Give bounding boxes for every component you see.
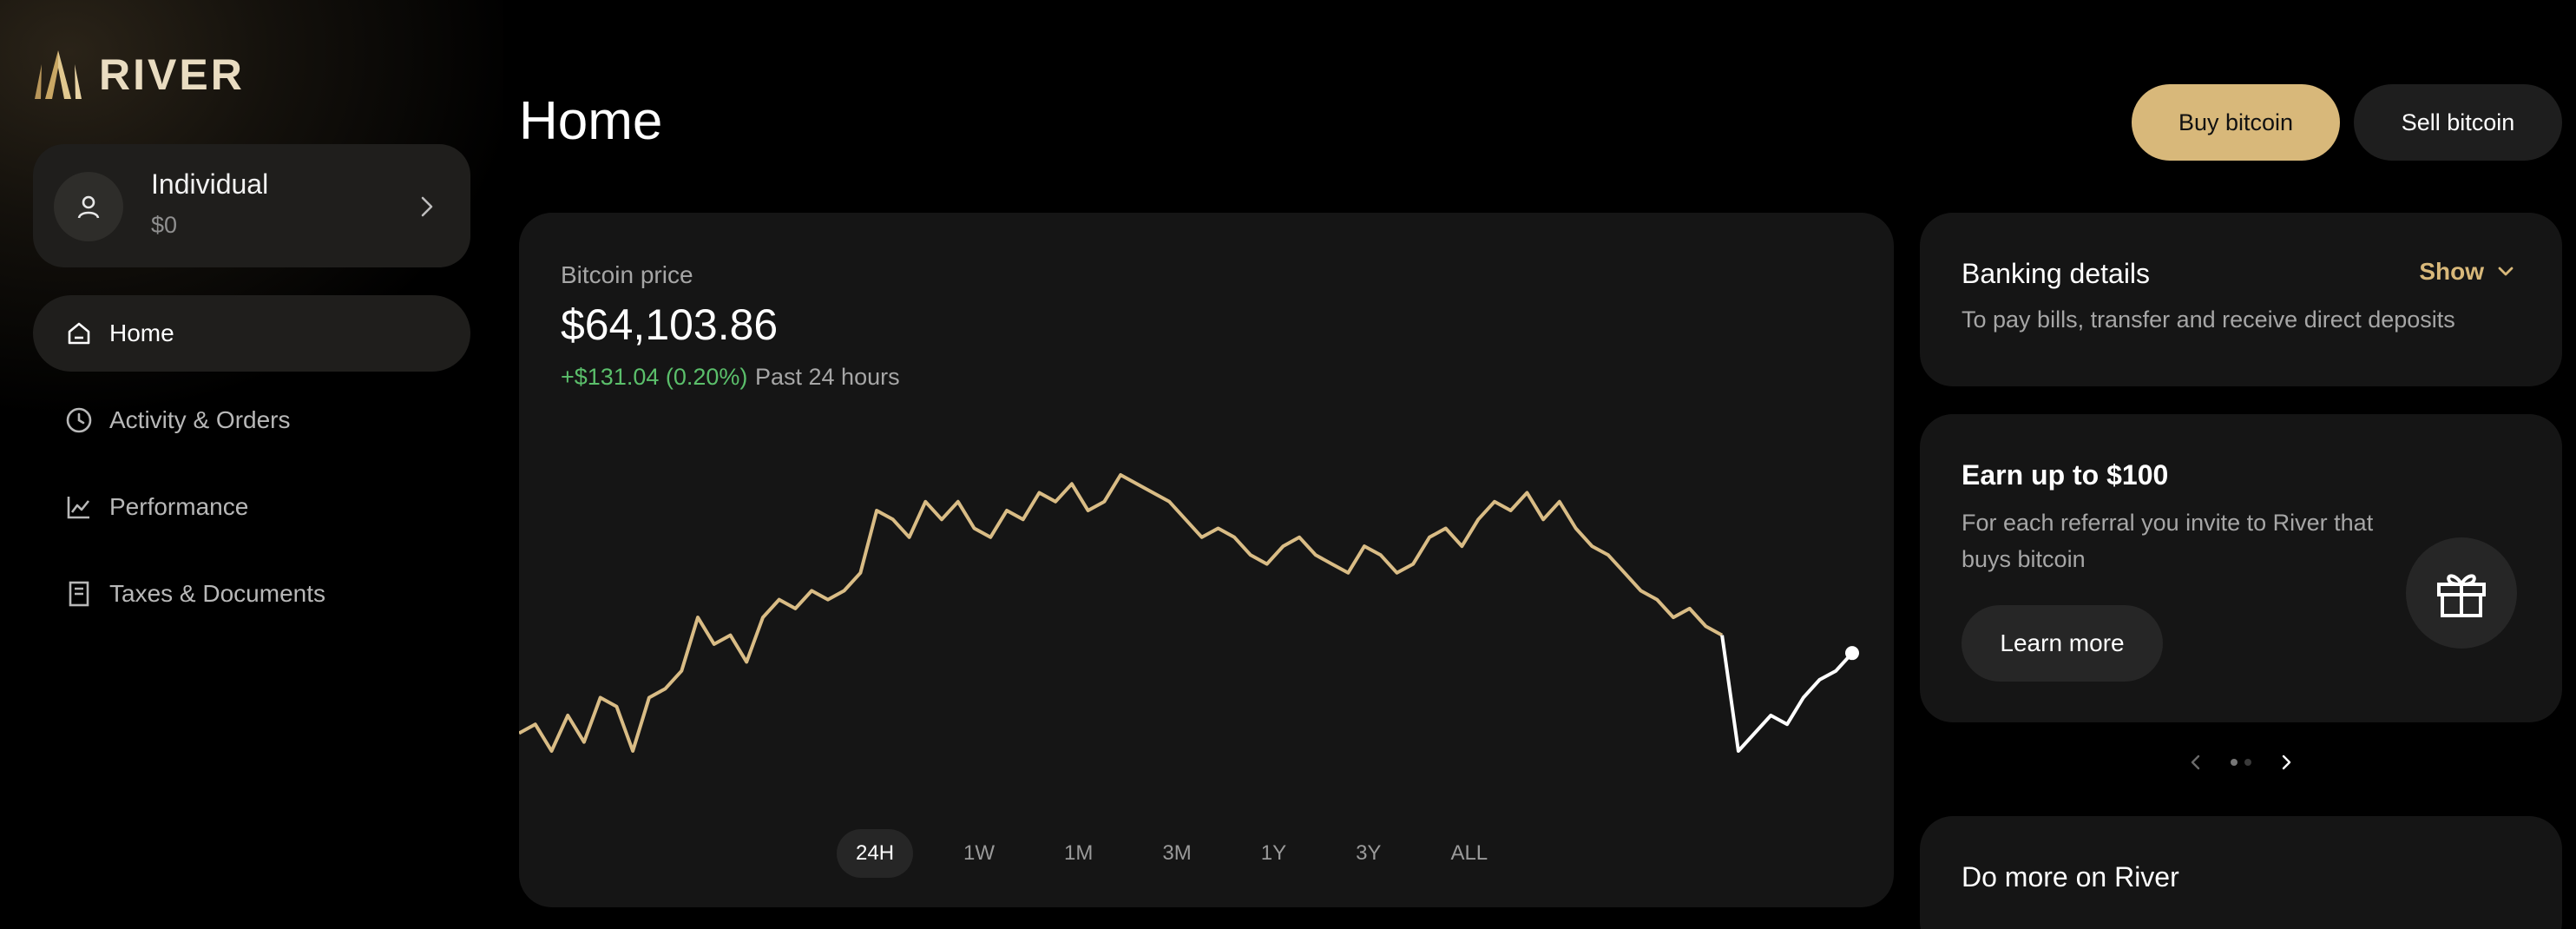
sidebar-item-label: Taxes & Documents	[109, 580, 325, 607]
sidebar-item-label: Home	[109, 320, 174, 346]
page-title: Home	[519, 91, 663, 151]
account-name: Individual	[151, 168, 269, 200]
chart-line-icon	[64, 492, 94, 522]
range-selector: 24H 1W 1M 3M 1Y 3Y ALL	[837, 829, 1538, 881]
price-period: Past 24 hours	[755, 364, 900, 390]
sidebar-item-activity-orders[interactable]: Activity & Orders	[33, 382, 470, 458]
carousel-dot[interactable]	[2244, 759, 2251, 766]
banking-details-card: Banking details Show To pay bills, trans…	[1920, 213, 2562, 386]
sidebar-item-label: Activity & Orders	[109, 406, 291, 433]
river-logo-icon	[35, 50, 82, 99]
carousel-dot-active[interactable]	[2231, 759, 2238, 766]
account-balance: $0	[151, 212, 178, 238]
sidebar-nav: Home Activity & Orders Performance Taxes…	[33, 295, 470, 642]
document-icon	[64, 579, 94, 609]
sidebar-item-taxes-documents[interactable]: Taxes & Documents	[33, 556, 470, 632]
buy-bitcoin-button[interactable]: Buy bitcoin	[2132, 84, 2340, 161]
price-chart[interactable]	[519, 464, 1894, 760]
carousel-controls	[2184, 747, 2298, 778]
range-1w-button[interactable]: 1W	[944, 829, 1014, 878]
price-change: +$131.04 (0.20%)	[561, 364, 748, 390]
river-logo[interactable]: RIVER	[33, 49, 245, 101]
do-more-card: Do more on River	[1920, 816, 2562, 929]
account-switcher[interactable]: Individual $0	[33, 144, 470, 267]
range-1m-button[interactable]: 1M	[1045, 829, 1112, 878]
carousel-dots	[2231, 759, 2251, 766]
logo-text: RIVER	[99, 50, 245, 99]
chevron-down-icon	[2498, 267, 2514, 276]
sell-bitcoin-button[interactable]: Sell bitcoin	[2354, 84, 2562, 161]
range-1y-button[interactable]: 1Y	[1242, 829, 1305, 878]
chevron-right-icon[interactable]	[2274, 750, 2298, 774]
clock-icon	[64, 405, 94, 435]
sidebar-item-performance[interactable]: Performance	[33, 469, 470, 545]
gift-icon	[2406, 537, 2517, 649]
sidebar-item-home[interactable]: Home	[33, 295, 470, 372]
banking-show-toggle[interactable]: Show	[2419, 258, 2519, 286]
avatar	[54, 172, 123, 241]
price-line-recent	[1720, 635, 1854, 753]
range-3m-button[interactable]: 3M	[1143, 829, 1210, 878]
sidebar-item-label: Performance	[109, 493, 249, 520]
range-24h-button[interactable]: 24H	[837, 829, 914, 878]
referral-promo-card: Earn up to $100 For each referral you in…	[1920, 414, 2562, 722]
bitcoin-price-card: Bitcoin price $64,103.86 +$131.04 (0.20%…	[519, 213, 1894, 907]
banking-title: Banking details	[1962, 258, 2151, 289]
chevron-left-icon[interactable]	[2184, 750, 2208, 774]
banking-description: To pay bills, transfer and receive direc…	[1962, 306, 2455, 333]
range-3y-button[interactable]: 3Y	[1337, 829, 1400, 878]
price-line	[519, 473, 1724, 753]
home-icon	[64, 319, 94, 348]
learn-more-button[interactable]: Learn more	[1962, 605, 2163, 682]
price-label: Bitcoin price	[561, 261, 693, 288]
promo-title: Earn up to $100	[1962, 459, 2169, 491]
banking-show-label: Show	[2419, 258, 2484, 285]
do-more-title: Do more on River	[1962, 861, 2179, 893]
user-icon	[77, 195, 100, 219]
range-all-button[interactable]: ALL	[1431, 829, 1507, 878]
current-price-point	[1845, 646, 1859, 661]
sidebar: RIVER Individual $0 Home Activity & Orde…	[0, 0, 503, 929]
promo-description: For each referral you invite to River th…	[1962, 510, 2374, 572]
price-value: $64,103.86	[561, 300, 779, 349]
chevron-right-icon	[421, 196, 433, 217]
